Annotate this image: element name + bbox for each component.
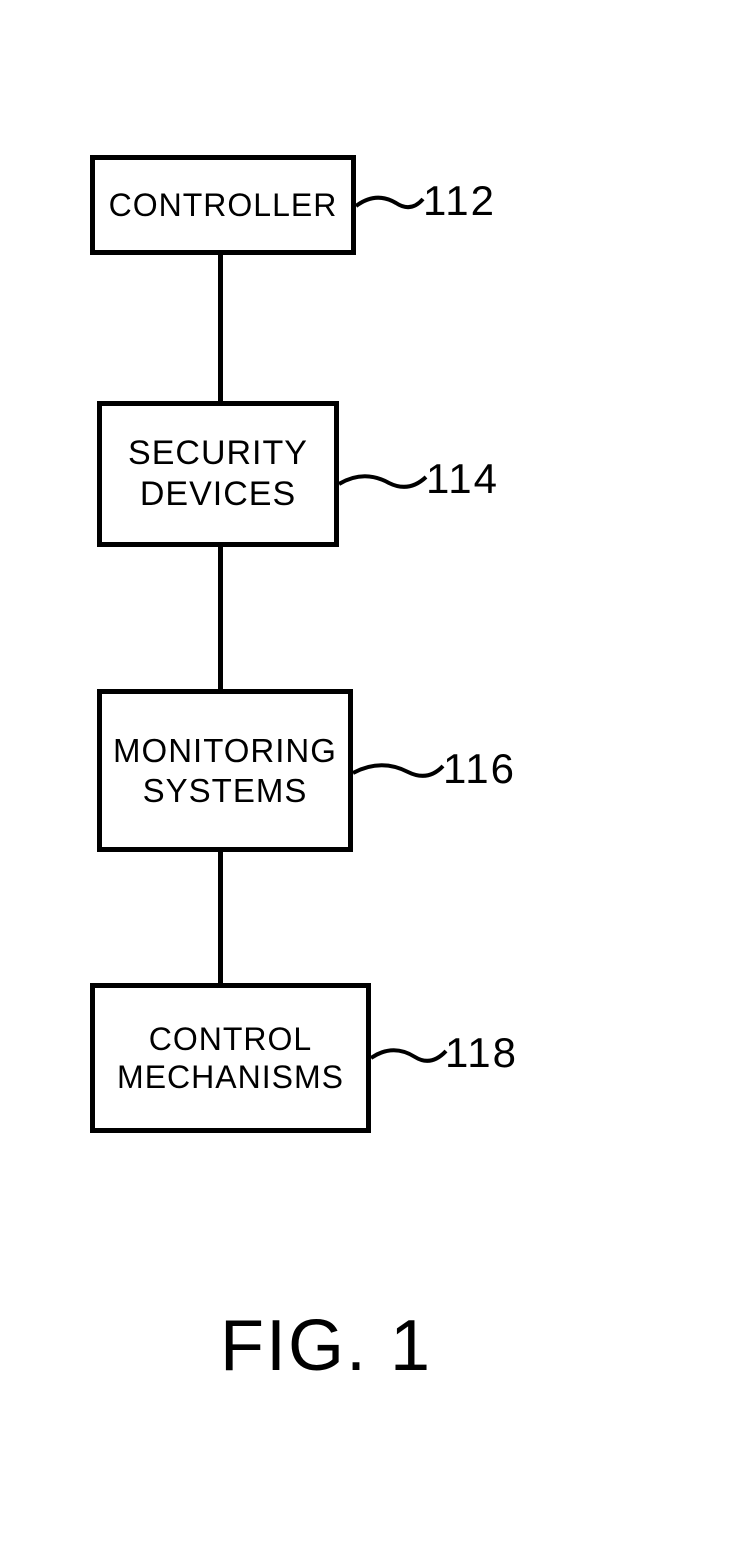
ref-label-112: 112 bbox=[423, 177, 496, 225]
ref-label-114: 114 bbox=[426, 455, 499, 503]
ref-label-116: 116 bbox=[443, 745, 516, 793]
node-monitoring-line2: SYSTEMS bbox=[143, 771, 308, 811]
node-monitoring-line1: MONITORING bbox=[113, 731, 337, 771]
figure-label: FIG. 1 bbox=[220, 1305, 432, 1387]
ref-connector-114 bbox=[339, 469, 429, 509]
node-control: CONTROL MECHANISMS bbox=[90, 983, 371, 1133]
edge-security-monitoring bbox=[218, 547, 223, 691]
node-monitoring: MONITORING SYSTEMS bbox=[97, 689, 353, 852]
ref-connector-116 bbox=[353, 758, 448, 798]
node-controller: CONTROLLER bbox=[90, 155, 356, 255]
ref-connector-118 bbox=[371, 1043, 449, 1083]
node-security: SECURITY DEVICES bbox=[97, 401, 339, 547]
node-security-line2: DEVICES bbox=[140, 474, 296, 515]
node-controller-text: CONTROLLER bbox=[109, 186, 338, 224]
node-control-line2: MECHANISMS bbox=[117, 1058, 344, 1096]
ref-connector-112 bbox=[356, 191, 426, 231]
edge-monitoring-control bbox=[218, 852, 223, 985]
ref-label-118: 118 bbox=[445, 1029, 518, 1077]
node-security-line1: SECURITY bbox=[128, 433, 308, 474]
edge-controller-security bbox=[218, 255, 223, 403]
node-control-line1: CONTROL bbox=[149, 1020, 312, 1058]
